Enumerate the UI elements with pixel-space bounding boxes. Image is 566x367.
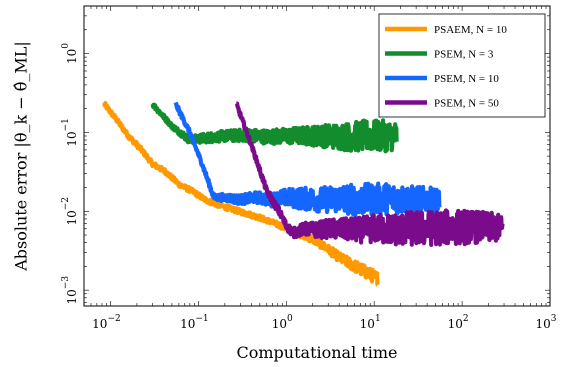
x-tick-label: 101 — [360, 314, 381, 331]
plot-frame — [83, 5, 551, 307]
series-line-3 — [173, 101, 442, 218]
series-layer — [102, 100, 505, 287]
legend-label: PSEM, N = 3 — [434, 49, 494, 61]
y-tick-label: 10−1 — [61, 118, 79, 147]
y-tick-label: 10−3 — [61, 276, 79, 305]
series-line-4 — [234, 101, 505, 247]
legend-box — [378, 13, 546, 118]
series-line-1 — [102, 100, 380, 287]
x-tick-label: 100 — [272, 314, 293, 331]
x-tick-label: 103 — [535, 314, 556, 331]
x-tick-label: 10−2 — [92, 314, 121, 331]
tick-labels: 10−2 10−1 100 101 102 103 10−3 10−2 10−1 100 — [61, 43, 557, 331]
legend: PSAEM, N = 10 PSEM, N = 3 PSEM, N = 10 PSEM… — [378, 13, 546, 118]
x-axis-label: Computational time — [237, 343, 398, 362]
legend-label: PSEM, N = 50 — [434, 98, 499, 110]
x-tick-label: 102 — [448, 314, 469, 331]
x-tick-label: 10−1 — [180, 314, 209, 331]
legend-label: PSEM, N = 10 — [434, 73, 499, 85]
y-axis-label: Absolute error |θ_k − θ̂_ML| — [12, 41, 31, 272]
y-tick-label: 100 — [61, 43, 79, 64]
y-tick-label: 10−2 — [61, 197, 79, 226]
legend-label: PSAEM, N = 10 — [434, 24, 507, 36]
